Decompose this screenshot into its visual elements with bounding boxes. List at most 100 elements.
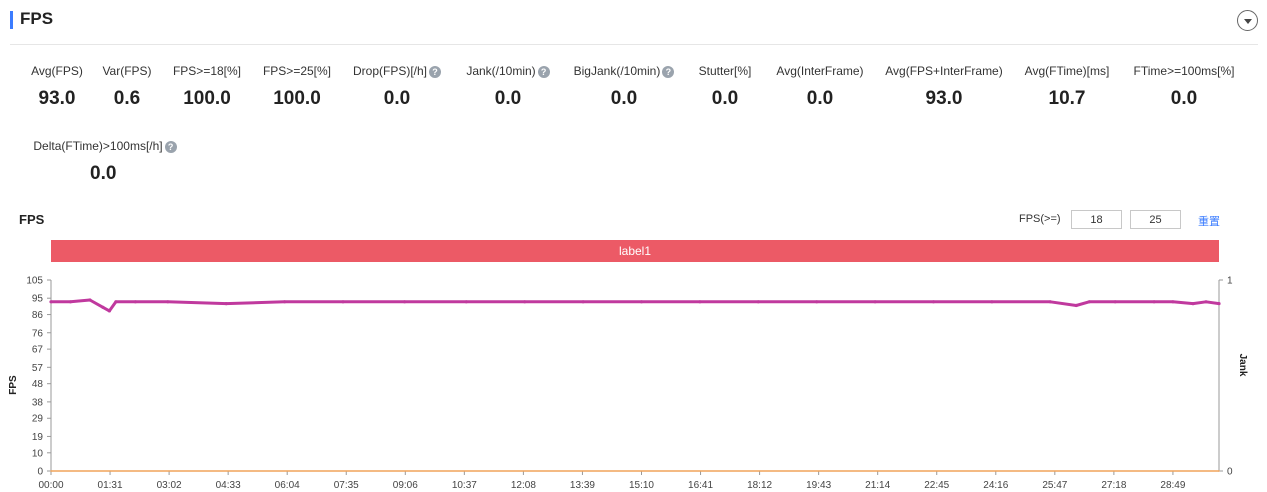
x-tick-label: 21:14: [865, 480, 890, 491]
series-point-fps: [1204, 300, 1208, 304]
x-tick-label: 04:33: [216, 480, 241, 491]
y-tick-label: 10: [32, 448, 44, 459]
metric-fps-ge-25: FPS>=25[%] 100.0: [258, 64, 336, 110]
series-point-fps: [464, 300, 468, 304]
threshold-high-input[interactable]: [1130, 210, 1181, 229]
series-point-fps: [756, 300, 760, 304]
threshold-label: FPS(>=): [1019, 213, 1061, 225]
metric-avg-ftime: Avg(FTime)[ms] 10.7: [1020, 64, 1114, 110]
metric-jank: Jank(/10min)? 0.0: [460, 64, 556, 110]
metric-label: FPS>=25[%]: [262, 64, 332, 78]
x-tick-label: 12:08: [511, 480, 536, 491]
y-tick-label: 105: [26, 276, 43, 287]
series-point-fps: [873, 300, 877, 304]
x-tick-label: 01:31: [98, 480, 123, 491]
y-axis-label: FPS: [8, 375, 19, 395]
series-point-fps: [990, 300, 994, 304]
x-tick-label: 09:06: [393, 480, 418, 491]
series-point-fps: [1087, 300, 1091, 304]
metric-avg-interframe: Avg(InterFrame) 0.0: [770, 64, 870, 110]
series-point-fps: [1171, 300, 1175, 304]
series-point-jank: [1218, 470, 1220, 472]
series-point-fps: [224, 302, 228, 306]
x-tick-label: 00:00: [38, 480, 63, 491]
series-point-fps: [88, 298, 92, 302]
y-tick-label: 48: [32, 379, 44, 390]
metric-label: FTime>=100ms[%]: [1133, 64, 1235, 78]
metric-label: Jank(/10min)?: [460, 64, 556, 78]
y-axis-ticks: 105 95 86 76 67 57 48 38 29 19 10 0: [26, 276, 51, 478]
x-tick-label: 15:10: [629, 480, 654, 491]
label-band[interactable]: label1: [51, 240, 1219, 262]
page-title: FPS: [20, 9, 54, 28]
y2-axis-label: Jank: [1237, 354, 1248, 377]
help-icon[interactable]: ?: [164, 141, 177, 153]
metric-value: 0.0: [494, 88, 522, 109]
metric-ftime-ge-100ms: FTime>=100ms[%] 0.0: [1128, 64, 1240, 110]
x-tick-label: 22:45: [924, 480, 949, 491]
metric-value: 0.0: [711, 88, 739, 109]
chart-series: [49, 298, 1221, 472]
y2-tick-label: 1: [1227, 276, 1233, 287]
help-icon[interactable]: ?: [429, 66, 441, 78]
metric-stutter: Stutter[%] 0.0: [692, 64, 758, 110]
collapse-toggle-icon[interactable]: [1237, 10, 1258, 31]
metric-value: 0.0: [806, 88, 834, 109]
chart-title: FPS: [19, 212, 45, 227]
help-icon[interactable]: ?: [662, 66, 675, 78]
y-tick-label: 67: [32, 345, 44, 356]
metric-label: FPS>=18[%]: [172, 64, 242, 78]
metric-label: Avg(FTime)[ms]: [1024, 64, 1110, 78]
x-tick-label: 25:47: [1042, 480, 1067, 491]
y-tick-label: 0: [37, 467, 43, 478]
metric-value: 0.0: [1170, 88, 1198, 109]
series-point-fps: [107, 309, 111, 313]
y-tick-label: 95: [32, 294, 44, 305]
metric-label: Avg(FPS+InterFrame): [885, 64, 1003, 78]
series-point-fps: [114, 300, 118, 304]
metric-value: 0.6: [113, 88, 141, 109]
x-tick-label: 10:37: [452, 480, 477, 491]
threshold-low-input[interactable]: [1071, 210, 1122, 229]
x-tick-label: 27:18: [1101, 480, 1126, 491]
y2-axis-ticks: 10: [1219, 276, 1233, 478]
help-icon[interactable]: ?: [537, 66, 550, 78]
x-tick-label: 07:35: [334, 480, 359, 491]
metric-label: Avg(InterFrame): [776, 64, 864, 78]
metric-avg-fps: Avg(FPS) 93.0: [26, 64, 88, 110]
chart-axes: [50, 280, 1220, 472]
x-tick-label: 06:04: [275, 480, 300, 491]
series-point-fps: [68, 300, 73, 304]
metric-label: Delta(FTime)>100ms[/h]?: [30, 139, 180, 153]
series-point-fps: [523, 300, 527, 304]
metric-label: Drop(FPS)[/h]?: [348, 64, 446, 78]
series-point-fps: [283, 300, 287, 304]
series-point-fps: [639, 300, 644, 304]
y-tick-label: 38: [32, 397, 44, 408]
metric-value: 93.0: [38, 88, 76, 109]
y-tick-label: 86: [32, 310, 44, 321]
x-tick-label: 28:49: [1160, 480, 1185, 491]
series-point-fps: [815, 300, 819, 304]
y-tick-label: 29: [32, 414, 44, 425]
x-tick-label: 13:39: [570, 480, 595, 491]
metric-value: 93.0: [925, 88, 963, 109]
series-point-fps: [931, 300, 936, 304]
reset-button[interactable]: 重置: [1198, 216, 1220, 228]
x-tick-label: 16:41: [688, 480, 713, 491]
metric-value: 0.0: [610, 88, 638, 109]
metric-drop-fps: Drop(FPS)[/h]? 0.0: [348, 64, 446, 110]
section-header: FPS: [0, 0, 1267, 45]
x-tick-label: 03:02: [157, 480, 182, 491]
header-divider: [10, 44, 1258, 45]
y2-tick-label: 0: [1227, 467, 1233, 478]
y-tick-label: 19: [32, 432, 44, 443]
metric-avg-fps-interframe: Avg(FPS+InterFrame) 93.0: [882, 64, 1006, 110]
series-point-fps: [49, 300, 53, 304]
x-tick-label: 24:16: [983, 480, 1008, 491]
series-point-fps: [581, 300, 585, 304]
metric-value: 100.0: [183, 88, 231, 109]
series-point-fps: [1113, 300, 1117, 304]
metric-value: 0.0: [90, 163, 117, 184]
